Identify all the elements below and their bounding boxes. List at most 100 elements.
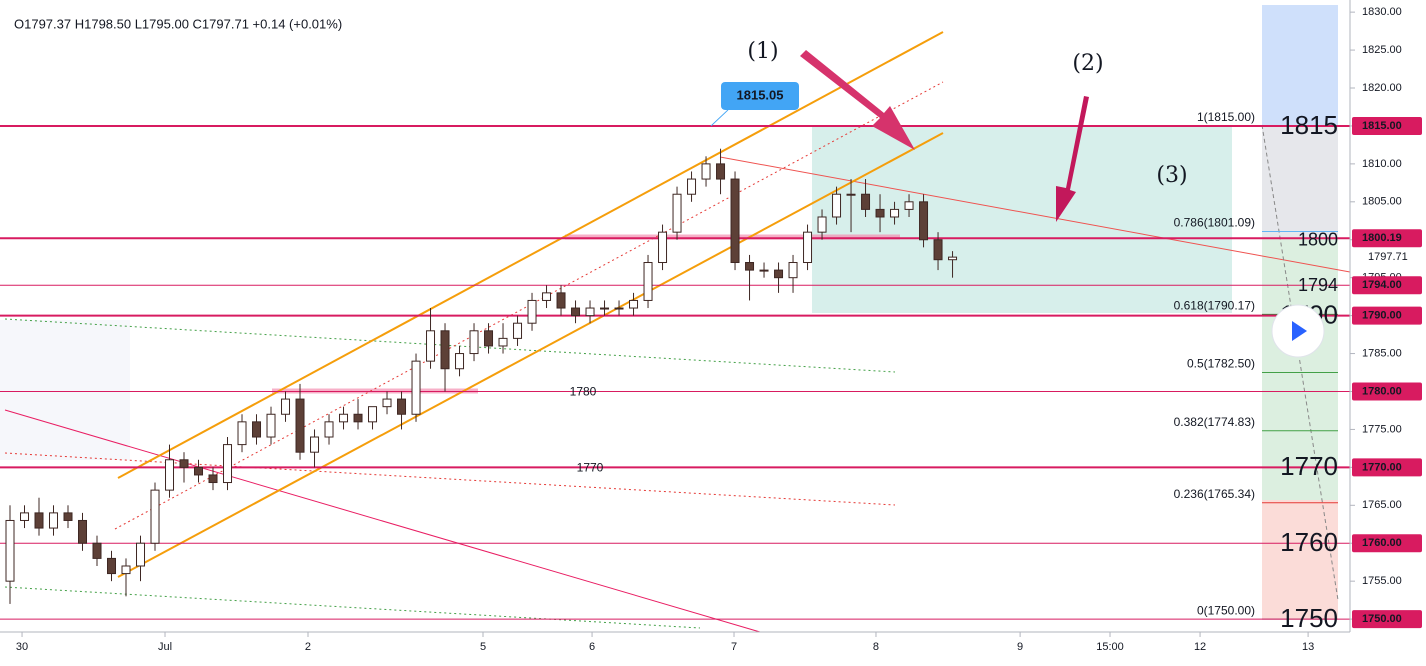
candle-body <box>92 542 102 559</box>
y-tick-label: 1825.00 <box>1362 44 1402 56</box>
candle-body <box>919 201 929 241</box>
candle-body <box>846 193 856 196</box>
candle-body <box>78 519 88 544</box>
candle-body <box>643 262 653 301</box>
candle-body <box>658 231 668 264</box>
level-box <box>1352 306 1422 325</box>
fib-label: 1(1815.00) <box>1197 110 1255 124</box>
y-tick-label: 1830.00 <box>1362 6 1402 18</box>
candle-body <box>716 163 726 180</box>
fib-label: 0(1750.00) <box>1197 603 1255 617</box>
candle-body <box>817 216 827 233</box>
candle-body <box>281 398 291 415</box>
candle-body <box>759 269 769 272</box>
candle-body <box>542 292 552 301</box>
trend-line <box>4 586 701 629</box>
fib-label: 0.5(1782.50) <box>1187 357 1255 371</box>
y-tick-label: 1805.00 <box>1362 196 1402 208</box>
candle-body <box>600 307 610 310</box>
annotation: (2) <box>1072 51 1103 76</box>
level-box <box>1352 116 1422 135</box>
candle-body <box>774 269 784 279</box>
candle-body <box>208 474 218 484</box>
candle-body <box>49 512 59 529</box>
level-label: 1780.00 <box>1362 385 1402 397</box>
candle-body <box>20 512 30 521</box>
candle-body <box>310 436 320 453</box>
y-tick-label: 1820.00 <box>1362 82 1402 94</box>
candle-body <box>455 353 465 370</box>
y-tick-label: 1785.00 <box>1362 347 1402 359</box>
level-label: 1750.00 <box>1362 613 1402 625</box>
price-axis <box>1350 0 1426 666</box>
candle-body <box>803 231 813 264</box>
zone-gray <box>1262 125 1338 238</box>
fib-label: 0.236(1765.34) <box>1174 487 1255 501</box>
candle-body <box>397 398 407 415</box>
candle-body <box>745 262 755 271</box>
candle-body <box>861 193 871 210</box>
level-label: 1770.00 <box>1362 461 1402 473</box>
level-label: 1815.00 <box>1362 120 1402 132</box>
level-box <box>1352 276 1422 295</box>
candle-body <box>353 413 363 423</box>
last-price: 1797.71 <box>1368 251 1408 263</box>
shade <box>0 320 130 460</box>
candle-body <box>179 459 189 468</box>
x-tick-label: 7 <box>731 641 737 653</box>
zone-red <box>1262 500 1338 619</box>
level-text: 1770 <box>1280 451 1338 481</box>
fib-label: 0.382(1774.83) <box>1174 415 1255 429</box>
trend-line <box>4 452 896 506</box>
candle-body <box>136 542 146 567</box>
candle-body <box>933 239 943 261</box>
annotation: (3) <box>1156 163 1187 188</box>
x-tick-label: 15:00 <box>1096 641 1124 653</box>
candle-body <box>237 421 247 446</box>
candle-body <box>629 299 639 309</box>
callout-pin <box>710 109 729 127</box>
candle-body <box>672 193 682 233</box>
level-label: 1794.00 <box>1362 279 1402 291</box>
y-tick-label: 1765.00 <box>1362 499 1402 511</box>
level-text: 1750 <box>1280 603 1338 633</box>
candle-body <box>469 330 479 355</box>
candle-body <box>368 406 378 423</box>
x-tick-label: 8 <box>873 641 879 653</box>
candle-body <box>324 421 334 438</box>
candle-body <box>252 421 262 438</box>
arrow <box>1056 96 1089 222</box>
level-box <box>1352 382 1422 401</box>
annotation: (1) <box>747 39 778 64</box>
play-icon <box>1292 321 1307 341</box>
candle-body <box>890 208 900 218</box>
time-axis <box>0 632 1350 666</box>
candle-body <box>701 163 711 180</box>
candle-body <box>556 292 566 309</box>
candle-body <box>614 307 624 310</box>
x-tick-label: 13 <box>1302 641 1314 653</box>
candle-body <box>730 178 740 264</box>
x-tick-label: 5 <box>480 641 486 653</box>
candle-body <box>223 444 233 484</box>
candle-body <box>382 398 392 408</box>
level-box <box>1352 610 1422 629</box>
candle-body <box>266 413 276 438</box>
fib-label: 0.786(1801.09) <box>1174 216 1255 230</box>
level-text: 1794 <box>1298 275 1338 295</box>
dashed-line <box>1261 124 1339 601</box>
level-text: 1760 <box>1280 527 1338 557</box>
candle-body <box>34 512 44 529</box>
channel-lower <box>117 132 944 578</box>
candle-body <box>513 322 523 339</box>
zone-green <box>1262 238 1338 500</box>
level-box <box>1352 534 1422 553</box>
fib-label: 0.618(1790.17) <box>1174 299 1255 313</box>
candle-body <box>788 262 798 279</box>
candle-body <box>585 307 595 317</box>
level-text: 1800 <box>1298 230 1338 250</box>
candle-body <box>5 519 15 582</box>
candle-body <box>107 557 117 575</box>
